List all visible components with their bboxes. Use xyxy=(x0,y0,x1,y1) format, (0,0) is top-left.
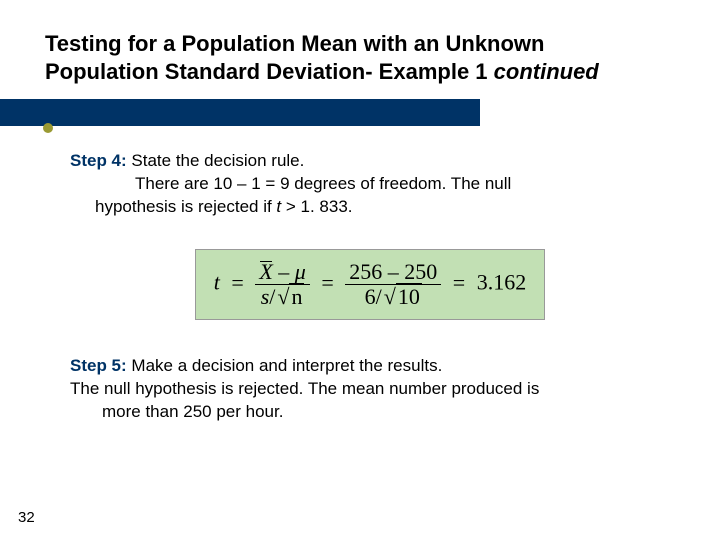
formula-region: t = X – μ s/√n = 256 – 250 6/√10 = 3.162 xyxy=(70,249,670,320)
title-line-2b: continued xyxy=(494,59,599,84)
title-line-1: Testing for a Population Mean with an Un… xyxy=(45,30,675,58)
formula-box: t = X – μ s/√n = 256 – 250 6/√10 = 3.162 xyxy=(195,249,545,320)
formula-mu: – μ xyxy=(273,259,306,284)
bullet-icon xyxy=(43,123,53,133)
step5-label: Step 5: xyxy=(70,356,127,375)
formula-n: n xyxy=(289,283,304,309)
sqrt-icon-2: √10 xyxy=(382,285,422,309)
step4-label: Step 4: xyxy=(70,151,127,170)
formula-eq3: = xyxy=(447,270,471,295)
formula-6: 6/ xyxy=(365,284,382,309)
formula-t: t xyxy=(214,270,220,295)
formula-frac2: 256 – 250 6/√10 xyxy=(345,260,441,309)
step4-line3a: hypothesis is rejected if xyxy=(95,197,276,216)
sqrt-icon-1: √n xyxy=(275,285,304,309)
formula-result: 3.162 xyxy=(477,270,527,295)
x-bar-icon: X xyxy=(259,260,272,284)
step4-block: Step 4: State the decision rule. There a… xyxy=(70,150,670,219)
formula-den1: s/√n xyxy=(255,285,310,309)
title-line-2: Population Standard Deviation- Example 1… xyxy=(45,58,675,86)
slide-title: Testing for a Population Mean with an Un… xyxy=(45,30,675,85)
step5-block: Step 5: Make a decision and interpret th… xyxy=(70,355,670,424)
title-line-2a: Population Standard Deviation- Example 1 xyxy=(45,59,494,84)
formula-den2: 6/√10 xyxy=(345,285,441,309)
formula-num1: X – μ xyxy=(255,260,310,285)
step4-line2: There are 10 – 1 = 9 degrees of freedom.… xyxy=(70,173,670,196)
step4-heading: State the decision rule. xyxy=(127,151,305,170)
body-content: Step 4: State the decision rule. There a… xyxy=(70,150,670,424)
step5-line2: The null hypothesis is rejected. The mea… xyxy=(70,378,670,401)
step4-line2-text: There are 10 – 1 = 9 degrees of freedom.… xyxy=(135,174,511,193)
formula-eq1: = xyxy=(225,270,249,295)
accent-bar xyxy=(0,99,480,126)
formula-num2: 256 – 250 xyxy=(345,260,441,285)
formula-s: s xyxy=(261,284,270,309)
step4-line3b: > 1. 833. xyxy=(281,197,352,216)
step4-line3: hypothesis is rejected if t > 1. 833. xyxy=(70,196,670,219)
slide: Testing for a Population Mean with an Un… xyxy=(0,0,720,540)
step5-heading: Make a decision and interpret the result… xyxy=(127,356,443,375)
formula-frac1: X – μ s/√n xyxy=(255,260,310,309)
page-number: 32 xyxy=(18,509,35,526)
formula-eq2: = xyxy=(315,270,339,295)
step5-line3: more than 250 per hour. xyxy=(70,401,670,424)
formula-10: 10 xyxy=(396,283,422,309)
